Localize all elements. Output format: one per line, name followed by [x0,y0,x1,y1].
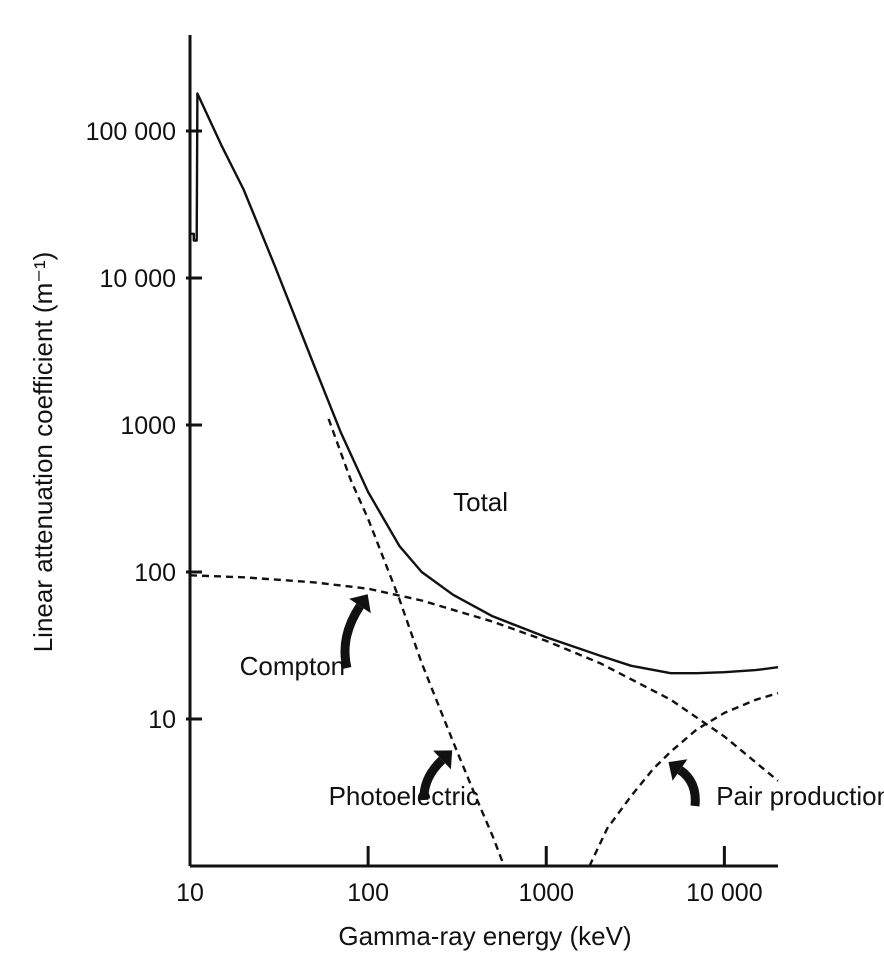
photoelectric-arrow-shaft [419,756,446,801]
x-tick-label: 100 [347,879,389,907]
y-tick-label: 100 000 [86,118,176,146]
annotation-arrows [340,594,700,807]
axes [188,35,778,868]
annotation-compton-label: Compton [240,651,346,681]
series-total-line [190,92,779,675]
annotation-photoelectric-label: Photoelectric [329,781,479,811]
series-layer [189,92,779,867]
y-tick-label: 100 [134,559,176,587]
series-compton-line [189,574,779,782]
y-tick-label: 10 [148,706,176,734]
tick-label-layer: 10 100 1000 10 000 100 000 10 100 1000 10 000 [86,118,763,907]
compton-arrow-head [349,594,371,614]
photoelectric-arrow-head [433,750,453,770]
pair-production-arrow-shaft [677,766,700,807]
series-photoelectric-line [327,418,506,867]
x-tick-label: 10 000 [686,879,762,907]
compton-arrow-shaft [340,603,364,670]
y-tick-label: 1000 [120,412,176,440]
x-axis-title: Gamma-ray energy (keV) [338,921,631,951]
y-axis-title: Linear attenuation coefficient (m⁻¹) [28,252,58,653]
annotation-pair-production-label: Pair production [716,781,884,811]
x-tick-label: 10 [176,879,204,907]
y-tick-label: 10 000 [100,265,176,293]
x-tick-label: 1000 [518,879,574,907]
annotation-layer: Total Compton Photoelectric Pair production [240,487,884,811]
series-pair-production-line [588,691,779,867]
annotation-total-label: Total [453,487,508,517]
pair-production-arrow-head [668,759,688,781]
tick-layer [186,129,726,866]
